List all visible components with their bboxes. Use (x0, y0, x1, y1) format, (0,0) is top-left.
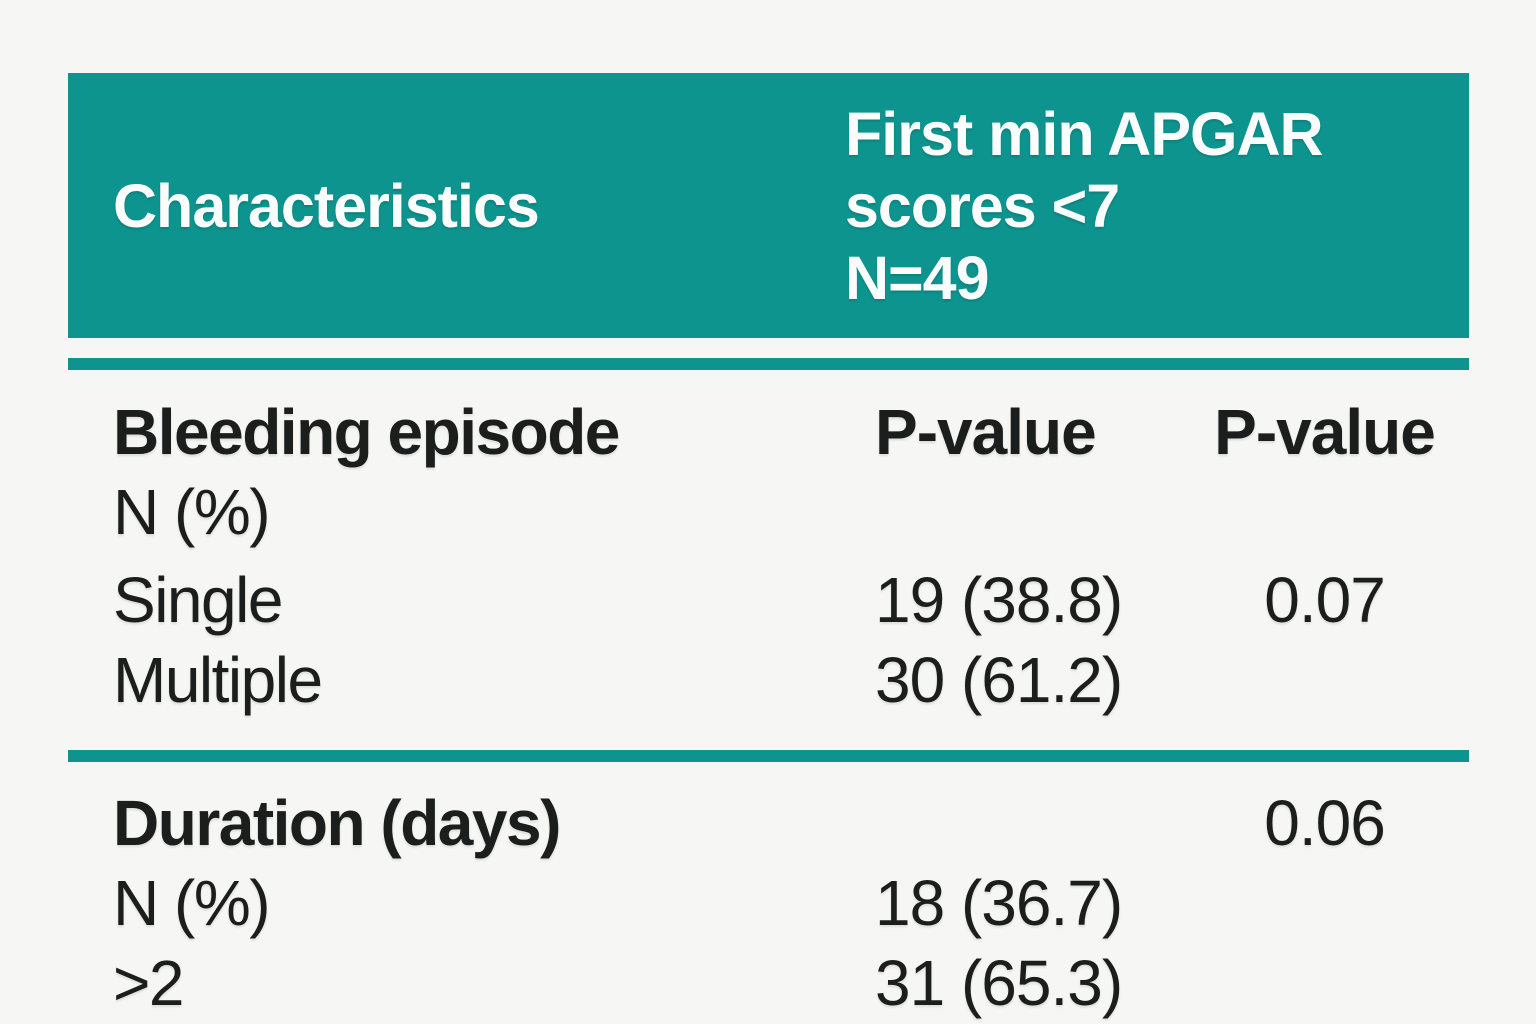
table-row: Bleeding episode P-value P-value (68, 392, 1469, 472)
row-group-label: Bleeding episode (113, 396, 620, 468)
cell-value: 31 (65.3) (875, 947, 1123, 1019)
table-row: N (%) 18 (36.7) (68, 863, 1469, 943)
row-label: Multiple (113, 644, 323, 716)
header-characteristics-label: Characteristics (113, 171, 540, 240)
cell-value: 19 (38.8) (875, 564, 1123, 636)
table-row: Single 19 (38.8) 0.07 (68, 560, 1469, 640)
cell-value (845, 472, 1180, 552)
cell-value: 18 (36.7) (875, 867, 1123, 939)
row-group-label: Duration (days) (113, 787, 561, 859)
row-label: >2 (113, 947, 184, 1019)
p-value-header: P-value (875, 396, 1097, 468)
section-bleeding-episode: Bleeding episode P-value P-value N (%) S… (68, 392, 1469, 720)
p-value-header: P-value (1214, 396, 1436, 468)
header-group-label: First min APGAR scores <7 N=49 (845, 98, 1469, 314)
cell-p-value: 0.06 (1264, 787, 1386, 859)
row-label: N (%) (113, 867, 271, 939)
header-group-line2: scores <7 (845, 171, 1120, 240)
cell-value (1180, 472, 1469, 552)
section-duration: Duration (days) 0.06 N (%) 18 (36.7) >2 … (68, 783, 1469, 1023)
table-header: Characteristics First min APGAR scores <… (68, 73, 1469, 338)
row-label: N (%) (113, 476, 271, 548)
cell-value: 30 (61.2) (875, 644, 1123, 716)
table-row: Multiple 30 (61.2) (68, 640, 1469, 720)
header-divider-line (68, 358, 1469, 370)
characteristics-table: Characteristics First min APGAR scores <… (68, 73, 1469, 1023)
cell-value (1180, 943, 1469, 1023)
table-row: >2 31 (65.3) (68, 943, 1469, 1023)
table-row: Duration (days) 0.06 (68, 783, 1469, 863)
table-row: N (%) (68, 472, 1469, 552)
header-group-line3: N=49 (845, 243, 990, 312)
cell-value (1180, 863, 1469, 943)
header-group-line1: First min APGAR (845, 99, 1324, 168)
cell-value (1180, 640, 1469, 720)
cell-p-value: 0.07 (1264, 564, 1386, 636)
section-divider-line (68, 750, 1469, 762)
cell-value (845, 783, 1180, 863)
row-label: Single (113, 564, 283, 636)
